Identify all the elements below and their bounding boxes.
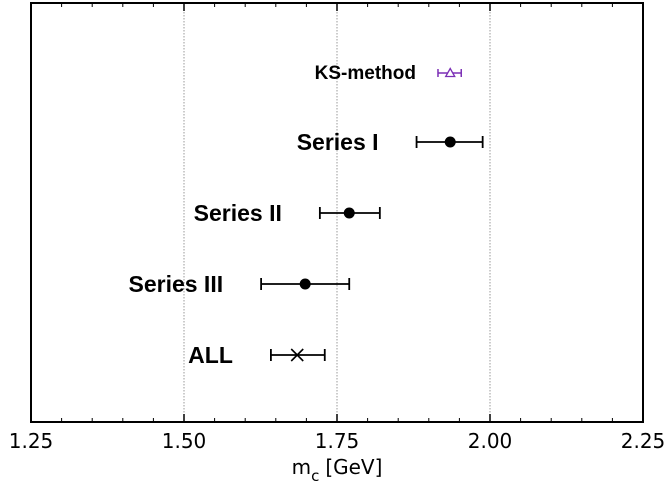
series-row: Series III xyxy=(128,271,351,297)
x-axis-title: mc [GeV] xyxy=(292,455,383,485)
data-point xyxy=(299,278,311,290)
x-tick-label: 2.00 xyxy=(468,429,513,453)
x-tick-label: 2.25 xyxy=(621,429,666,453)
series-row: ALL xyxy=(188,342,326,368)
series-label: Series I xyxy=(297,129,379,155)
data-point-stroke xyxy=(290,348,304,362)
data-series: KS-method Series I Series II Series III ALL xyxy=(128,63,484,368)
data-point xyxy=(343,207,355,219)
x-tick-label: 1.50 xyxy=(162,429,207,453)
x-tick-label: 1.75 xyxy=(315,429,360,453)
series-label: Series II xyxy=(194,200,282,226)
series-row: Series II xyxy=(194,200,381,226)
x-tick-labels: 1.25 1.50 1.75 2.00 2.25 xyxy=(9,429,666,453)
series-label: KS-method xyxy=(315,63,416,84)
series-label: ALL xyxy=(188,342,233,368)
x-tick-label: 1.25 xyxy=(9,429,54,453)
series-row: Series I xyxy=(297,129,484,155)
data-point xyxy=(444,67,456,78)
x-axis-unit: [GeV] xyxy=(325,455,382,479)
data-point xyxy=(444,136,456,148)
series-row: KS-method xyxy=(315,63,462,84)
axis-ticks xyxy=(30,3,644,422)
grid-lines xyxy=(183,3,491,422)
series-label: Series III xyxy=(128,271,223,297)
